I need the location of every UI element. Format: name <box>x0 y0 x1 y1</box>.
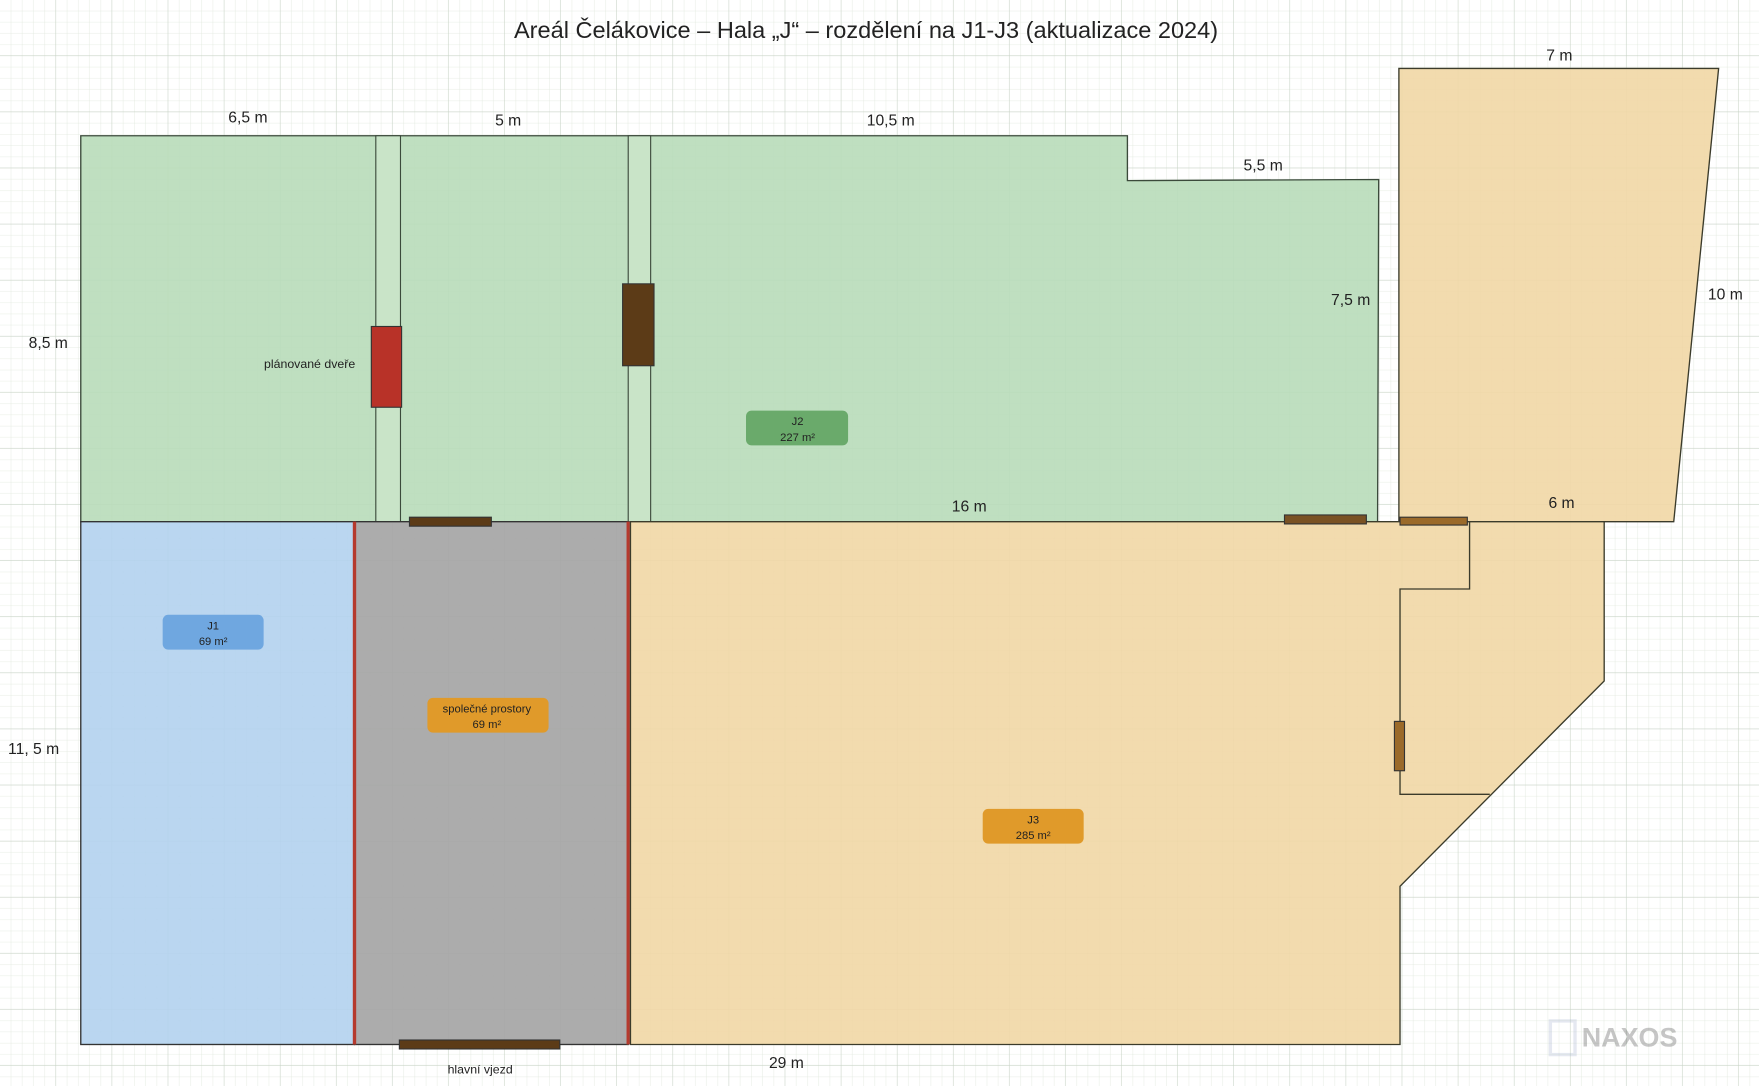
dim-left-lower: 11, 5 m <box>8 741 59 758</box>
page-title: Areál Čelákovice – Hala „J“ – rozdělení … <box>514 16 1218 43</box>
dim-annex-top: 7 m <box>1546 48 1572 65</box>
inner-wall <box>1399 521 1490 795</box>
room-j3[interactable] <box>629 521 1605 1046</box>
planned-door-label: plánované dveře <box>264 357 355 371</box>
door[interactable] <box>1399 516 1468 526</box>
common-name: společné prostory <box>443 703 532 715</box>
room-annex[interactable] <box>1398 67 1720 523</box>
dim-step: 5,5 m <box>1244 158 1283 175</box>
j3-area: 285 m² <box>1016 830 1051 842</box>
door[interactable] <box>408 516 492 527</box>
j2-area: 227 m² <box>780 432 815 444</box>
dim-right-green: 7,5 m <box>1331 292 1370 309</box>
badge-j2 <box>746 410 849 446</box>
badge-common <box>427 697 549 733</box>
common-area: 69 m² <box>473 719 502 731</box>
dim-top-mid: 5 m <box>495 113 521 130</box>
naxos-watermark: NAXOS <box>1548 1019 1678 1057</box>
dim-left-upper: 8,5 m <box>29 335 68 352</box>
room-j2[interactable] <box>80 135 1380 523</box>
j1-area: 69 m² <box>199 636 228 648</box>
door[interactable] <box>1283 514 1367 525</box>
dim-bottom: 29 m <box>769 1055 804 1072</box>
badge-j3 <box>982 808 1084 844</box>
room-j1[interactable] <box>80 521 356 1046</box>
dim-middle: 16 m <box>952 499 987 516</box>
dim-top-right: 10,5 m <box>867 113 915 130</box>
room-common[interactable] <box>353 521 629 1046</box>
main-entrance-door[interactable] <box>398 1039 561 1050</box>
main-entrance-label: hlavní vjezd <box>448 1063 513 1077</box>
planned-door[interactable] <box>370 325 403 408</box>
watermark-text: NAXOS <box>1582 1023 1678 1053</box>
badge-j1 <box>162 614 264 650</box>
j1-name: J1 <box>207 620 219 632</box>
door[interactable] <box>1393 720 1406 772</box>
j2-name: J2 <box>792 416 804 428</box>
dim-annex-right: 10 m <box>1708 287 1743 304</box>
dim-annex-bottom: 6 m <box>1548 495 1574 512</box>
dim-top-left: 6,5 m <box>228 109 267 126</box>
j3-name: J3 <box>1027 814 1039 826</box>
door[interactable] <box>622 283 655 367</box>
